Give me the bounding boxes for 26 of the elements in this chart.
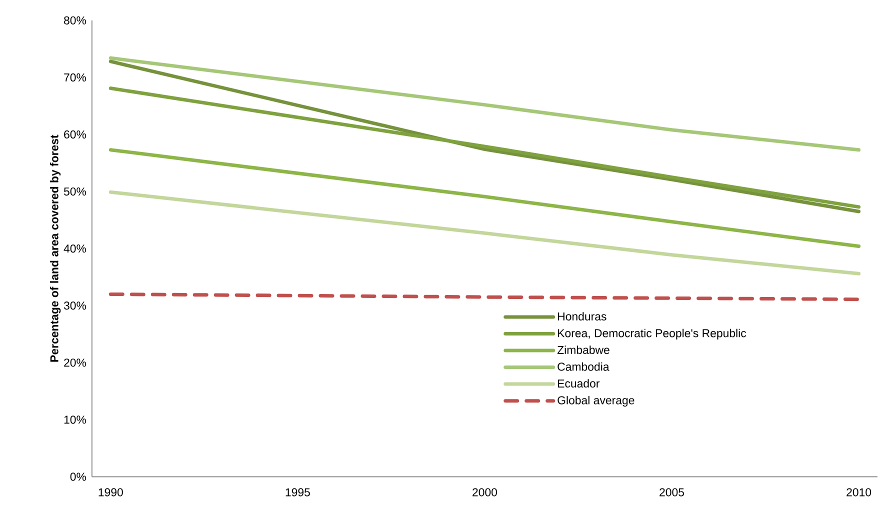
line-series <box>108 190 861 276</box>
legend-label: Honduras <box>558 312 606 321</box>
y-tick-label: 30% <box>64 302 86 310</box>
legend-label: Global average <box>558 396 634 407</box>
line-series <box>108 56 861 152</box>
legend-label: Zimbabwe <box>557 346 610 354</box>
y-tick-label: 20% <box>64 358 86 367</box>
y-tick-label: 80% <box>64 16 86 25</box>
x-tick-label: 2000 <box>472 488 498 496</box>
x-tick-label: 1995 <box>286 488 310 496</box>
y-tick-label: 70% <box>64 74 86 82</box>
y-tick-label: 50% <box>64 188 86 196</box>
x-tick-label: 2010 <box>846 488 872 496</box>
line-series <box>108 60 861 214</box>
y-axis-title: Percentage of land area covered by forest <box>50 134 61 362</box>
legend-label: Korea, Democratic People's Republic <box>558 328 746 340</box>
y-tick-label: 60% <box>64 130 86 139</box>
y-tick-label: 40% <box>64 244 86 253</box>
y-tick-label: 10% <box>64 416 86 424</box>
line-series <box>108 86 861 209</box>
x-tick-label: 2005 <box>660 488 684 496</box>
x-tick-label: 1990 <box>98 488 123 496</box>
line-series <box>108 148 861 248</box>
legend-label: Ecuador <box>558 379 600 388</box>
legend-label: Cambodia <box>558 362 610 371</box>
y-tick-label: 0% <box>70 472 86 481</box>
